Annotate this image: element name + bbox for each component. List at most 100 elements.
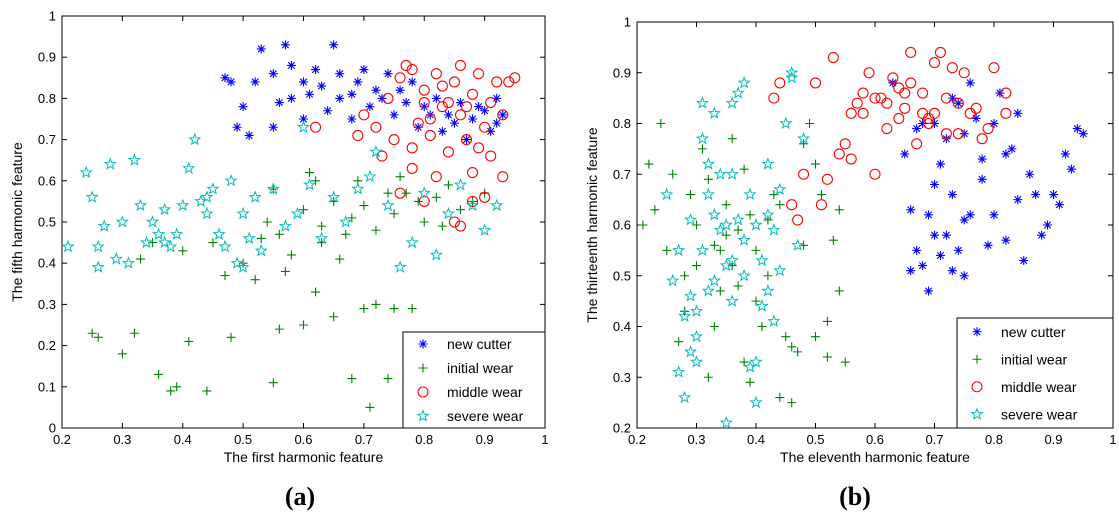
data-point bbox=[311, 176, 321, 186]
data-point bbox=[666, 273, 680, 287]
series-middle-wear bbox=[310, 59, 521, 232]
y-tick-label: 0.7 bbox=[613, 167, 631, 182]
data-point bbox=[353, 77, 363, 87]
data-point bbox=[911, 138, 923, 150]
data-point bbox=[947, 190, 957, 200]
data-point bbox=[442, 96, 454, 109]
data-point bbox=[290, 206, 305, 220]
data-point bbox=[418, 84, 430, 96]
data-point bbox=[302, 177, 317, 191]
x-tick-label: 0.2 bbox=[628, 432, 646, 447]
data-point bbox=[656, 119, 666, 128]
legend: new cutter initial wear middle wear severe … bbox=[956, 317, 1114, 429]
data-point bbox=[453, 177, 468, 191]
series-initial-wear bbox=[638, 119, 850, 408]
x-tick-label: 0.2 bbox=[53, 432, 71, 447]
y-tick-label: 0.5 bbox=[38, 215, 56, 230]
data-point bbox=[347, 114, 357, 124]
data-point bbox=[779, 116, 793, 130]
data-point bbox=[172, 382, 182, 392]
data-point bbox=[769, 190, 779, 200]
y-tick-label: 0.3 bbox=[38, 297, 56, 312]
data-point bbox=[924, 286, 934, 296]
data-point bbox=[407, 77, 417, 87]
data-point bbox=[1007, 144, 1017, 154]
data-point bbox=[429, 248, 443, 261]
data-point bbox=[900, 149, 910, 159]
y-axis-label: The thirteenth harmonic feature bbox=[584, 127, 600, 323]
data-point bbox=[947, 93, 957, 103]
data-point bbox=[371, 85, 381, 95]
data-point bbox=[678, 309, 692, 322]
data-point bbox=[220, 271, 230, 281]
data-point bbox=[369, 145, 383, 158]
data-point bbox=[388, 134, 400, 146]
data-point bbox=[359, 201, 369, 211]
data-point bbox=[749, 218, 763, 231]
legend-label: severe wear bbox=[1001, 406, 1078, 422]
data-point bbox=[274, 324, 284, 334]
data-point bbox=[299, 320, 308, 330]
data-point bbox=[206, 182, 220, 195]
data-point bbox=[715, 286, 725, 296]
data-point bbox=[158, 235, 172, 249]
data-point bbox=[959, 129, 969, 139]
data-point bbox=[749, 355, 763, 368]
data-point bbox=[707, 207, 721, 221]
y-tick-label: 0 bbox=[49, 421, 56, 436]
data-point bbox=[274, 229, 284, 239]
x-tick-label: 0.7 bbox=[925, 432, 943, 447]
y-tick-label: 0.3 bbox=[613, 370, 631, 385]
data-point bbox=[274, 98, 284, 108]
data-point bbox=[254, 243, 268, 257]
data-point bbox=[721, 200, 731, 210]
data-point bbox=[184, 336, 194, 346]
data-point bbox=[242, 231, 256, 245]
data-point bbox=[454, 109, 467, 121]
data-point bbox=[773, 182, 787, 196]
data-point bbox=[773, 263, 787, 277]
data-point bbox=[286, 93, 296, 103]
data-point bbox=[299, 77, 308, 87]
data-point bbox=[719, 415, 733, 429]
data-point bbox=[431, 192, 441, 202]
data-point bbox=[418, 195, 430, 207]
data-point bbox=[809, 77, 822, 89]
panel-caption: (b) bbox=[839, 482, 871, 511]
data-point bbox=[61, 239, 75, 253]
data-point bbox=[767, 223, 781, 236]
data-point bbox=[419, 102, 429, 112]
data-point bbox=[1031, 190, 1041, 200]
data-point bbox=[296, 120, 311, 133]
data-point bbox=[1043, 220, 1053, 230]
data-point bbox=[480, 106, 490, 116]
data-point bbox=[1054, 200, 1064, 210]
data-point bbox=[905, 46, 917, 59]
data-point bbox=[737, 75, 751, 89]
data-point bbox=[485, 150, 497, 162]
data-point bbox=[443, 110, 453, 120]
data-point bbox=[755, 299, 769, 312]
data-point bbox=[389, 110, 399, 120]
data-point bbox=[683, 212, 698, 226]
data-point bbox=[347, 213, 357, 223]
data-point bbox=[256, 44, 266, 54]
data-point bbox=[405, 235, 419, 249]
data-point bbox=[761, 157, 775, 170]
data-point bbox=[703, 372, 713, 382]
x-tick-label: 0.4 bbox=[747, 432, 765, 447]
legend: new cutter initial wear middle wear severe … bbox=[402, 331, 546, 429]
data-point bbox=[725, 253, 739, 267]
data-point bbox=[947, 266, 957, 276]
data-point bbox=[976, 133, 988, 145]
data-point bbox=[697, 144, 707, 154]
data-point bbox=[478, 223, 492, 236]
data-point bbox=[971, 113, 981, 123]
data-point bbox=[407, 304, 417, 314]
data-point bbox=[455, 98, 465, 108]
data-point bbox=[869, 92, 881, 104]
data-point bbox=[278, 219, 292, 232]
data-point bbox=[869, 168, 881, 180]
data-point bbox=[437, 221, 447, 231]
legend-box bbox=[402, 331, 546, 429]
